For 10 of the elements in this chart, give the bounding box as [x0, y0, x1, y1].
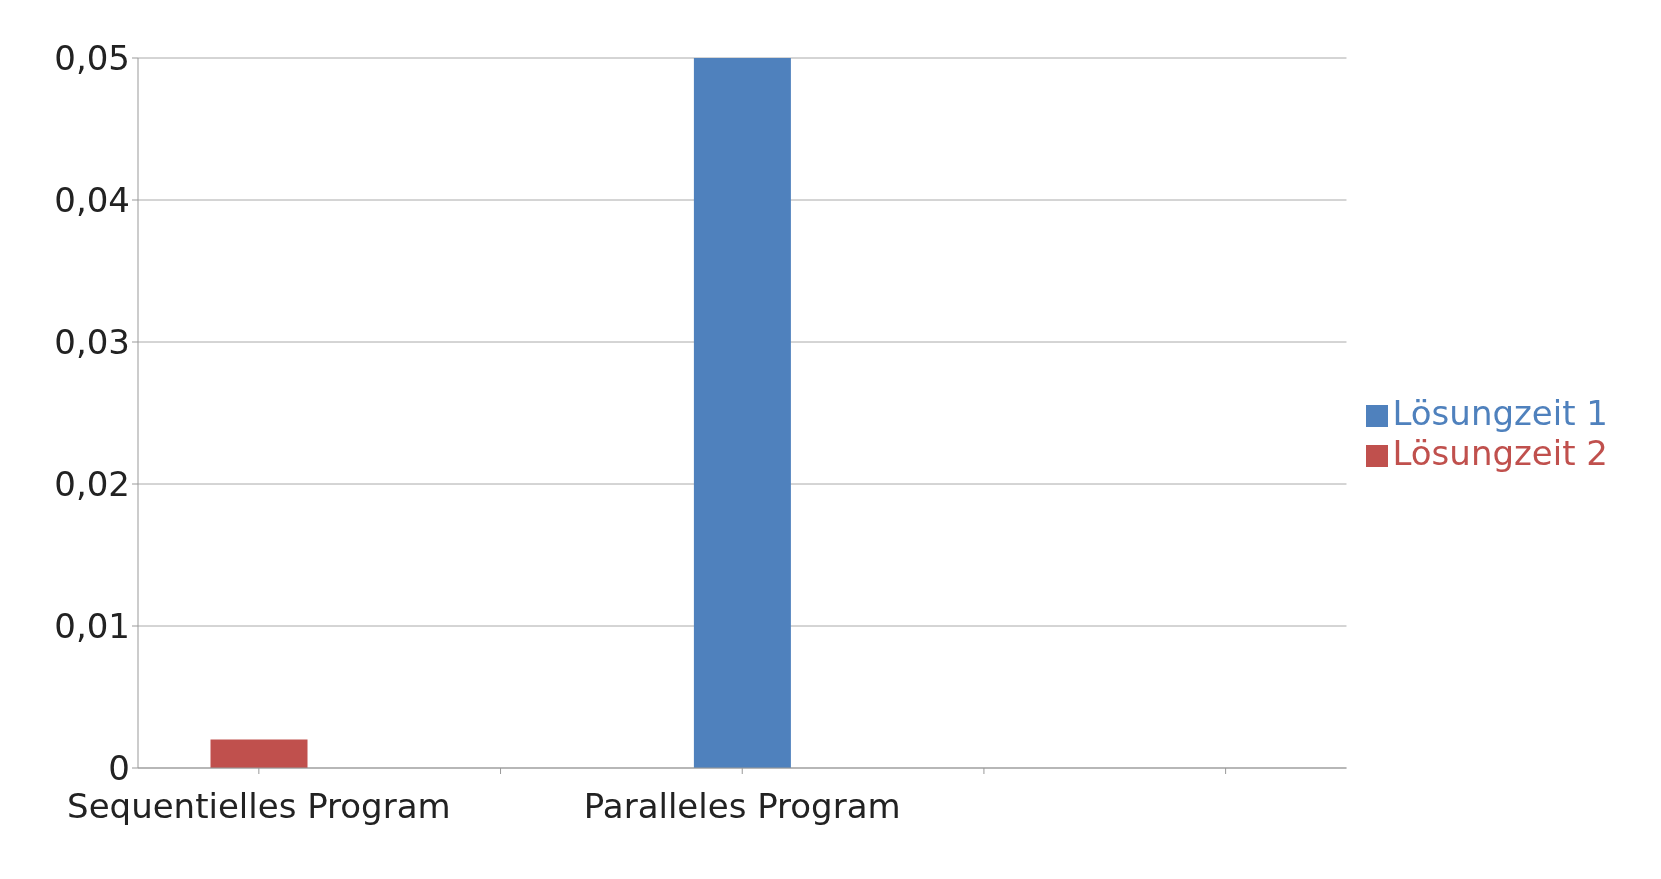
legend-label: Lösungzeit 1: [1392, 393, 1608, 433]
legend-label: Lösungzeit 2: [1392, 433, 1608, 473]
y-tick-label: 0,05: [54, 38, 130, 79]
y-tick-label: 0,02: [54, 464, 130, 505]
y-tick-label: 0,03: [54, 322, 130, 363]
y-tick-label: 0: [108, 748, 130, 789]
y-tick-label: 0,04: [54, 180, 130, 221]
x-tick-label: Paralleles Program: [583, 786, 901, 827]
y-tick-label: 0,01: [54, 606, 130, 647]
x-tick-label: Sequentielles Program: [67, 786, 451, 827]
